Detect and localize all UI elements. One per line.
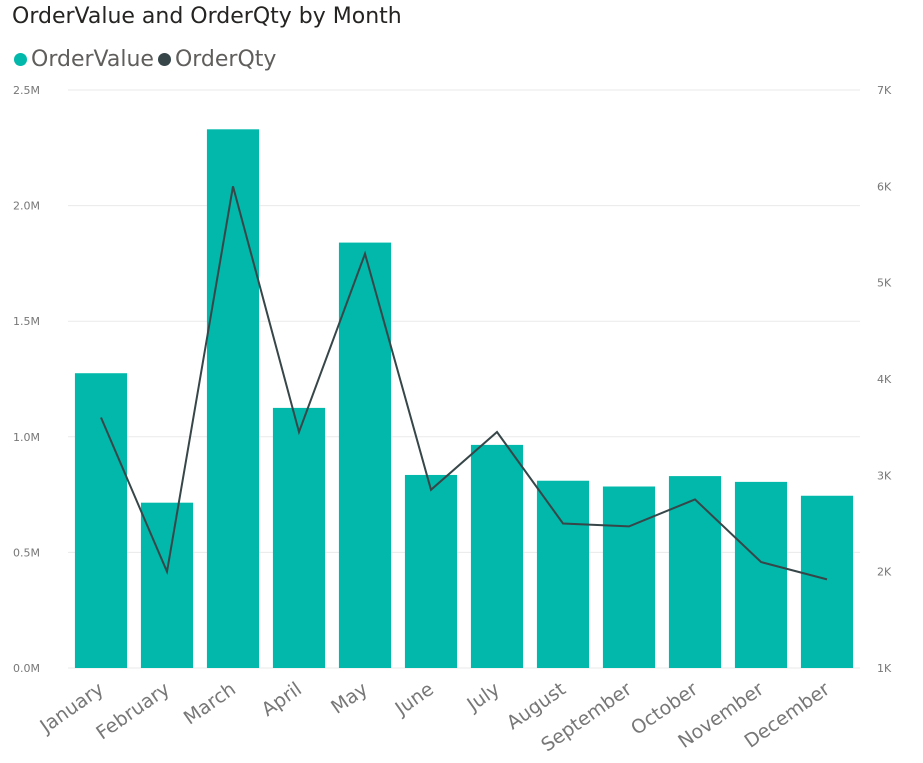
bar-ordervalue <box>272 407 326 668</box>
bar-ordervalue <box>338 242 392 669</box>
x-tick-label: February <box>92 678 174 744</box>
bar-ordervalue <box>74 373 128 668</box>
y-left-tick-label: 2.5M <box>13 84 40 97</box>
y-left-tick-label: 0.0M <box>13 662 40 675</box>
y-right-tick-label: 6K <box>877 180 892 193</box>
y-right-tick-label: 4K <box>877 373 892 386</box>
legend-label-orderqty: OrderQty <box>174 47 277 72</box>
legend-label-ordervalue: OrderValue <box>31 47 154 72</box>
bar-ordervalue <box>800 495 854 668</box>
legend-dot-ordervalue <box>14 53 27 66</box>
y-left-tick-label: 2.0M <box>13 200 40 213</box>
y-right-tick-label: 2K <box>877 566 892 579</box>
x-tick-label: June <box>391 678 438 720</box>
y-right-tick-label: 3K <box>877 469 892 482</box>
bar-ordervalue <box>668 476 722 668</box>
y-left-tick-label: 0.5M <box>13 546 40 559</box>
bar-ordervalue <box>536 480 590 668</box>
x-tick-label: March <box>180 678 240 729</box>
chart-title: OrderValue and OrderQty by Month <box>12 4 402 29</box>
y-right-tick-label: 5K <box>877 277 892 290</box>
y-right-tick-label: 1K <box>877 662 892 675</box>
legend: OrderValue OrderQty <box>14 47 280 72</box>
line-orderqty <box>100 186 828 581</box>
y-left-tick-label: 1.0M <box>13 431 40 444</box>
bar-ordervalue <box>206 129 260 668</box>
bar-ordervalue <box>734 481 788 668</box>
legend-item-ordervalue[interactable]: OrderValue <box>14 47 154 72</box>
y-left-tick-label: 1.5M <box>13 315 40 328</box>
y-right-tick-label: 7K <box>877 84 892 97</box>
x-tick-label: July <box>462 678 503 716</box>
bar-ordervalue <box>602 486 656 668</box>
bar-ordervalue <box>470 444 524 668</box>
legend-dot-orderqty <box>157 53 171 66</box>
bar-ordervalue <box>404 474 458 668</box>
x-tick-label: April <box>258 678 306 721</box>
legend-item-orderqty[interactable]: OrderQty <box>157 47 277 72</box>
x-tick-label: May <box>327 678 372 719</box>
